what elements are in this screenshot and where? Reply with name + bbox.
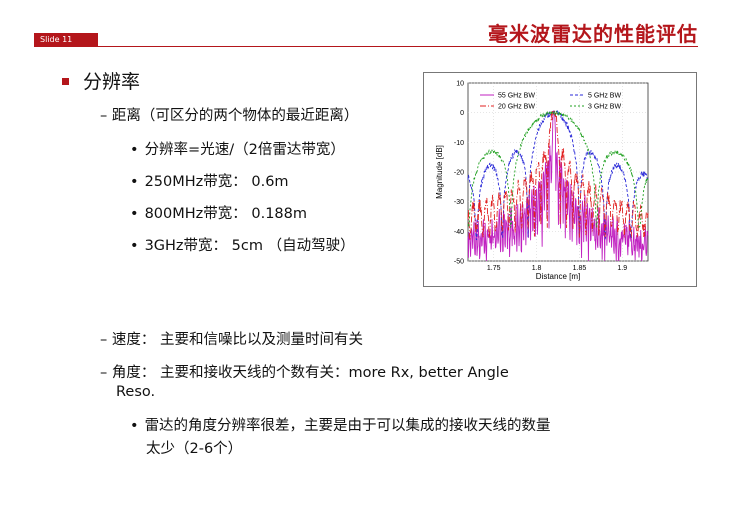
chart-legend: 55 GHz BW 5 GHz BW 20 GHz BW 3 GHz BW: [480, 93, 621, 111]
y-tick-label: -30: [454, 199, 464, 206]
bullet-resolution-label: 分辨率: [83, 71, 141, 93]
angle-line: – 角度： 主要和接收天线的个数有关：more Rx, better Angle: [100, 361, 509, 382]
legend-entry: 5 GHz BW: [588, 93, 621, 100]
x-axis-label: Distance [m]: [536, 272, 580, 281]
dot-bullet-icon: •: [130, 174, 139, 190]
legend-entry: 55 GHz BW: [498, 93, 535, 100]
list-item: • 250MHz带宽： 0.6m: [130, 170, 289, 191]
speed-line: – 速度： 主要和信噪比以及测量时间有关: [100, 328, 363, 349]
distance-heading-text: 距离（可区分的两个物体的最近距离）: [111, 108, 359, 124]
axis-ticks: 1.75 1.8 1.85 1.9 10 0 -10 -20 -30 -40 -50: [454, 81, 627, 273]
dot-bullet-icon: •: [130, 418, 139, 434]
y-tick-label: -10: [454, 140, 464, 147]
y-tick-label: -50: [454, 259, 464, 266]
chart-svg: 1.75 1.8 1.85 1.9 10 0 -10 -20 -30 -40 -50 55 GHz …: [435, 81, 649, 281]
series-line: [467, 110, 649, 262]
distance-heading: – 距离（可区分的两个物体的最近距离）: [100, 104, 358, 125]
range-resolution-chart: 1.75 1.8 1.85 1.9 10 0 -10 -20 -30 -40 -50 55 GHz …: [423, 72, 697, 287]
angle-sub-item: • 雷达的角度分辨率很差，主要是由于可以集成的接收天线的数量: [130, 414, 551, 435]
slide-number-badge: Slide 11: [34, 33, 98, 47]
x-tick-label: 1.9: [617, 265, 627, 272]
angle-line-continued: Reso.: [116, 384, 156, 400]
y-tick-label: -20: [454, 170, 464, 177]
x-tick-label: 1.75: [487, 265, 501, 272]
y-tick-label: -40: [454, 229, 464, 236]
y-tick-label: 0: [460, 110, 464, 117]
y-axis-label: Magnitude [dB]: [435, 145, 444, 199]
dot-bullet-icon: •: [130, 206, 139, 222]
square-bullet-icon: [62, 78, 69, 85]
list-item: • 3GHz带宽： 5cm （自动驾驶）: [130, 234, 355, 255]
slide-title: 毫米波雷达的性能评估: [488, 22, 698, 46]
legend-entry: 3 GHz BW: [588, 104, 621, 111]
list-item: • 800MHz带宽： 0.188m: [130, 202, 307, 223]
list-item-text: 250MHz带宽： 0.6m: [144, 174, 289, 190]
list-item-text: 800MHz带宽： 0.188m: [144, 206, 308, 222]
dash-bullet-icon: –: [100, 332, 108, 348]
x-tick-label: 1.8: [532, 265, 542, 272]
list-item-text: 分辨率=光速/（2倍雷达带宽）: [144, 142, 345, 158]
legend-entry: 20 GHz BW: [498, 104, 535, 111]
angle-sub-text: 雷达的角度分辨率很差，主要是由于可以集成的接收天线的数量: [144, 418, 551, 434]
angle-text: 角度： 主要和接收天线的个数有关：more Rx, better Angle: [111, 365, 509, 381]
bullet-resolution: 分辨率: [62, 67, 140, 94]
dot-bullet-icon: •: [130, 142, 139, 158]
y-tick-label: 10: [456, 81, 464, 88]
angle-sub-item-continued: 太少（2-6个）: [146, 441, 243, 457]
dash-bullet-icon: –: [100, 108, 108, 124]
list-item: • 分辨率=光速/（2倍雷达带宽）: [130, 138, 345, 159]
list-item-text: 3GHz带宽： 5cm （自动驾驶）: [144, 238, 355, 254]
series-line: [467, 109, 649, 241]
series-line: [467, 109, 649, 228]
series-line: [467, 110, 649, 240]
dot-bullet-icon: •: [130, 238, 139, 254]
x-tick-label: 1.85: [573, 265, 587, 272]
title-divider: [98, 46, 698, 47]
speed-text: 速度： 主要和信噪比以及测量时间有关: [111, 332, 363, 348]
dash-bullet-icon: –: [100, 365, 108, 381]
series-curves: [467, 109, 649, 262]
